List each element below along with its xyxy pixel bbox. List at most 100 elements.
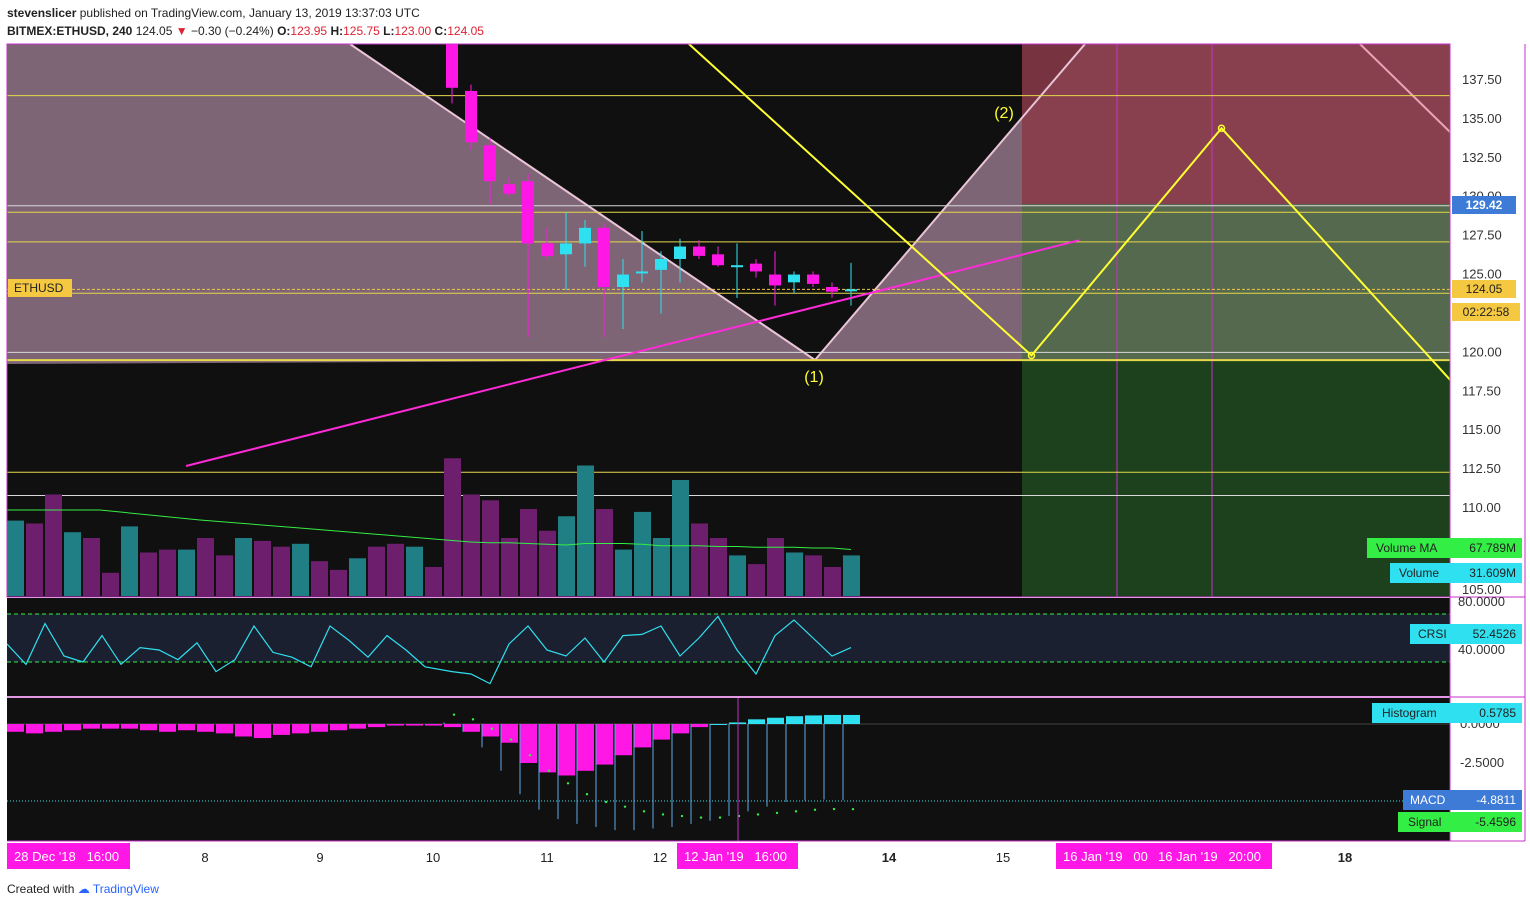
volume-bar-early-2 [45, 494, 62, 596]
volume-bar-7 [577, 465, 594, 596]
high-value: 125.75 [343, 24, 380, 38]
hist-bar-early-11 [216, 724, 233, 734]
candle-11 [655, 258, 667, 270]
hist-bar-early-9 [178, 724, 195, 731]
volume-bar-3 [501, 538, 518, 596]
hist-bar-21 [843, 714, 860, 724]
volume-bar-early-7 [140, 552, 157, 596]
hist-bar-early-17 [330, 724, 347, 731]
time-tick-7: 18 [1338, 850, 1352, 865]
volume-bar-8 [596, 509, 613, 596]
candles[interactable] [446, 10, 857, 337]
hist-bar-1 [463, 724, 480, 732]
signal-dot-7 [585, 793, 589, 796]
hist-bar-early-13 [254, 724, 271, 739]
hist-bar-early-21 [406, 724, 423, 726]
candle-1 [465, 90, 477, 143]
macd-name: MACD [1410, 793, 1446, 807]
time-tick-2: 10 [426, 850, 440, 865]
author-link[interactable]: stevenslicer [7, 6, 77, 20]
signal-dot-2 [490, 727, 494, 730]
signal-dot-17 [775, 811, 779, 815]
tradingview-link[interactable]: TradingView [92, 882, 159, 896]
signal-dot-5 [547, 769, 551, 772]
volume-bar-13 [691, 523, 708, 596]
hist-bar-early-14 [273, 724, 290, 735]
histogram-value: 0.5785 [1479, 706, 1516, 720]
hist-bar-early-19 [368, 724, 385, 728]
volume-bar-early-0 [7, 520, 24, 596]
time-tick-3: 11 [540, 850, 554, 865]
volume-bar-early-21 [406, 546, 423, 596]
volume-bar-12 [672, 480, 689, 596]
crsi-name: CRSI [1418, 627, 1447, 641]
hist-bar-early-16 [311, 724, 328, 732]
signal-dot-11 [661, 813, 665, 816]
hist-bar-18 [786, 716, 803, 724]
candle-17 [769, 274, 781, 286]
volume-bar-early-22 [425, 567, 442, 596]
time-tick-6: 15 [996, 850, 1010, 865]
volume-bar-early-1 [26, 523, 43, 596]
fib-levels [7, 95, 1450, 497]
volume-bar-19 [805, 555, 822, 596]
candle-21 [845, 289, 857, 292]
hist-bar-16 [748, 719, 765, 724]
hist-bar-19 [805, 715, 822, 724]
candle-6 [560, 243, 572, 255]
hist-bar-7 [577, 724, 594, 771]
candle-19 [807, 274, 819, 284]
quote-line: BITMEX:ETHUSD, 240 124.05 ▼ −0.30 (−0.24… [7, 22, 484, 40]
volume-bar-0 [444, 458, 461, 596]
level-tag: 129.42 [1466, 198, 1503, 212]
volume-bar-1 [463, 494, 480, 596]
signal-dot-13 [699, 816, 703, 819]
current-price-tag: 124.05 [1466, 282, 1503, 296]
bar-countdown: 02:22:58 [1463, 305, 1510, 319]
last-price: 124.05 [135, 24, 173, 38]
down-arrow-icon: ▼ [175, 24, 188, 38]
hist-bar-10 [634, 724, 651, 748]
time-axis[interactable]: 8 9 10 11 12 14 15 18 [201, 850, 1352, 865]
candle-13 [693, 246, 705, 256]
volume-name: Volume [1399, 566, 1439, 580]
open-value: 123.95 [290, 24, 328, 38]
price-axis[interactable]: 137.50135.00132.50130.00127.50125.00122.… [1462, 72, 1502, 597]
candle-14 [712, 254, 724, 266]
volume-bar-4 [520, 509, 537, 596]
hist-bar-14 [710, 724, 727, 725]
price-tick-12: 105.00 [1462, 582, 1502, 597]
tradingview-logo-icon: ☁ [77, 882, 90, 896]
volume-bars [7, 458, 860, 596]
hist-bar-12 [672, 724, 689, 734]
macd-tick-1: -2.5000 [1460, 755, 1504, 770]
stop-loss-zone [1022, 44, 1450, 204]
signal-dot-9 [623, 805, 627, 808]
volume-bar-20 [824, 567, 841, 596]
candle-5 [541, 243, 553, 256]
volume-bar-early-19 [368, 546, 385, 596]
hist-bar-3 [501, 724, 518, 743]
created-with: Created with [7, 882, 75, 896]
hist-bar-2 [482, 724, 499, 737]
price-tick-2: 132.50 [1462, 150, 1502, 165]
hist-bar-4 [520, 724, 537, 763]
hist-bar-0 [444, 724, 461, 728]
symbol-label[interactable]: BITMEX:ETHUSD, 240 [7, 24, 133, 38]
volume-bar-6 [558, 516, 575, 596]
signal-dot-16 [756, 813, 760, 816]
macd-axis: 0.0000-2.5000 [1460, 716, 1504, 770]
hist-bar-early-6 [121, 724, 138, 729]
time-tick-1: 9 [316, 850, 323, 865]
time-start-tag: 28 Dec '18 16:00 [14, 849, 119, 864]
publish-info: published on TradingView.com, January 13… [79, 6, 420, 20]
signal-value: -5.4596 [1475, 815, 1516, 829]
symbol-tag: ETHUSD [14, 281, 64, 295]
volume-bar-early-4 [83, 538, 100, 596]
volume-bar-early-3 [64, 532, 81, 596]
drawings [185, 44, 1450, 467]
candle-16 [750, 263, 762, 272]
elliott-zigzag [687, 44, 1450, 382]
candle-0 [446, 44, 458, 88]
